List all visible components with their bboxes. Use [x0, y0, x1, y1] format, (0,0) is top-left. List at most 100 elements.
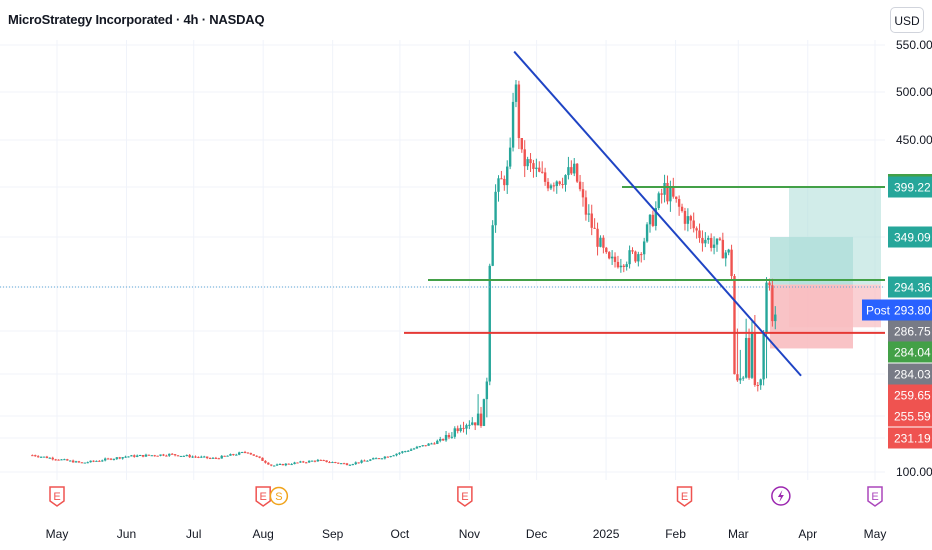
candle-body: [628, 250, 631, 265]
candle-body: [223, 455, 226, 457]
candle: [63, 458, 66, 461]
candle-body: [427, 443, 430, 446]
candle-body: [506, 166, 509, 186]
price-tag: 294.36: [888, 276, 932, 298]
candle-body: [418, 446, 422, 448]
currency-button[interactable]: USD: [890, 7, 924, 33]
candle: [278, 463, 282, 466]
price-tags: 401.93399.22349.09294.36293.80Post286.75…: [862, 173, 932, 449]
candle: [188, 454, 191, 458]
candle-body: [765, 282, 768, 333]
candle-body: [465, 425, 468, 429]
candle-body: [278, 464, 282, 466]
candle: [331, 461, 334, 464]
candle-body: [625, 264, 628, 268]
candle-body: [768, 282, 771, 286]
candle-body: [497, 178, 500, 192]
candle-body: [715, 238, 719, 245]
candle: [523, 140, 526, 178]
candle: [305, 461, 308, 464]
candle-body: [351, 464, 355, 466]
candle-body: [473, 422, 477, 426]
candle: [497, 175, 500, 202]
candle-body: [599, 237, 602, 247]
candle-body: [238, 452, 241, 455]
candle: [229, 453, 232, 456]
candle-body: [150, 455, 153, 457]
candle: [144, 453, 148, 457]
candle: [165, 454, 168, 457]
candle: [168, 453, 171, 457]
earnings-event-icon: [255, 486, 271, 507]
price-tag-label: 294.36: [894, 281, 931, 295]
candle: [774, 306, 777, 330]
candle-body: [759, 379, 762, 386]
candle: [261, 457, 264, 461]
candle: [718, 237, 722, 241]
candle-body: [86, 462, 89, 464]
price-tag: 231.19: [888, 427, 932, 449]
candle: [412, 447, 416, 450]
candle: [83, 462, 86, 464]
candle-body: [529, 159, 532, 164]
event-label: E: [681, 491, 688, 503]
candle-body: [453, 428, 456, 437]
x-tick-label: Jun: [117, 527, 136, 541]
candle-body: [173, 454, 177, 456]
candle-body: [471, 422, 474, 425]
candle-body: [404, 451, 407, 453]
candle: [220, 455, 223, 459]
candle-body: [354, 462, 357, 465]
candle: [573, 158, 576, 177]
candle-body: [264, 460, 267, 463]
candle: [677, 195, 681, 216]
candle: [162, 453, 165, 457]
candle: [147, 454, 151, 456]
candle-body: [144, 454, 148, 457]
candle-body: [771, 285, 774, 322]
x-tick-label: 2025: [593, 527, 620, 541]
candle-body: [313, 460, 317, 462]
candle-body: [261, 457, 264, 461]
candle: [185, 454, 188, 457]
candle: [39, 456, 43, 458]
candle-body: [730, 249, 733, 277]
candle: [45, 455, 49, 459]
candle: [328, 461, 331, 464]
price-tag: 349.09: [888, 226, 932, 248]
candle-body: [284, 463, 288, 466]
candle: [593, 218, 596, 229]
candle: [354, 461, 357, 465]
candle: [383, 456, 387, 460]
candle-body: [342, 463, 346, 465]
price-tag-label: 293.80: [894, 304, 931, 318]
candle-body: [631, 250, 634, 252]
candle-body: [401, 451, 404, 453]
candle-body: [252, 454, 255, 456]
candle-body: [71, 460, 75, 463]
candle: [587, 204, 591, 223]
candle: [488, 263, 491, 386]
candle: [380, 458, 384, 460]
candle-body: [293, 462, 296, 465]
candle: [357, 462, 360, 464]
lightning-icon: [777, 490, 784, 502]
candle: [753, 315, 757, 387]
candle: [307, 460, 311, 463]
candle: [736, 328, 739, 382]
candle: [159, 454, 162, 457]
candle: [535, 158, 538, 177]
candle: [296, 462, 299, 464]
candle-body: [188, 455, 191, 458]
candle-body: [718, 238, 722, 240]
candle: [462, 421, 465, 433]
price-tag-box: [888, 384, 932, 406]
x-tick-label: Dec: [526, 527, 547, 541]
candle-body: [642, 241, 646, 255]
candle-body: [570, 167, 573, 174]
event-label: E: [260, 491, 267, 503]
candle: [479, 406, 483, 428]
candle: [238, 451, 241, 456]
